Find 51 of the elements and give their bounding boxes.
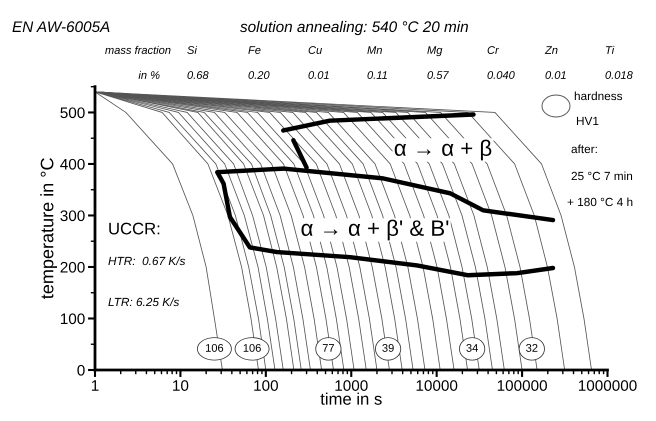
x-tick-label: 10 <box>173 380 188 391</box>
y-tick-label: 200 <box>60 262 85 273</box>
text: 0.01 <box>545 71 566 79</box>
text: Mg <box>427 46 442 56</box>
y-tick-label: 100 <box>60 313 85 324</box>
chart-subtitle: solution annealing: 540 °C 20 min <box>240 20 468 36</box>
x-axis-title: time in s <box>320 392 382 405</box>
x-tick-label: 1000000 <box>578 380 637 391</box>
y-axis-title: temperature in °C <box>40 158 58 299</box>
annotation: 106 <box>206 344 224 352</box>
annotation: 25 °C 7 min <box>572 172 632 180</box>
y-tick-label: 300 <box>60 210 85 222</box>
x-tick-label: 100000 <box>498 380 547 391</box>
text: Mn <box>367 46 382 54</box>
x-tick-label: 10000 <box>416 380 458 391</box>
annotation: α → α + β <box>394 140 492 160</box>
x-tick-label: 100 <box>254 380 278 391</box>
x-tick-label: 1 <box>92 380 99 391</box>
annotation: LTR: 6.25 K/s <box>108 297 180 306</box>
annotation: 39 <box>382 344 394 352</box>
y-tick-label: 500 <box>60 107 85 118</box>
annotation: 34 <box>466 344 478 352</box>
text: 0.040 <box>487 71 515 79</box>
text: in % <box>138 70 160 79</box>
annotation: 77 <box>322 344 334 352</box>
annotation: 106 <box>244 344 261 352</box>
text: 0.20 <box>248 71 270 79</box>
annotation: + 180 °C 4 h <box>568 197 632 206</box>
annotation: HV1 <box>576 116 598 126</box>
text: Fe <box>248 46 261 54</box>
y-tick-label: 400 <box>60 158 85 170</box>
y-tick-label: 0 <box>77 364 85 376</box>
annotation: 32 <box>526 344 538 352</box>
text: Cr <box>488 46 500 54</box>
text: 0.11 <box>367 71 387 79</box>
text: Si <box>187 46 198 54</box>
text: mass fraction <box>105 46 170 54</box>
text: Cu <box>308 46 322 54</box>
text: 0.68 <box>187 71 209 79</box>
annotation: α → α + β' & B' <box>302 220 448 240</box>
x-tick-label: 1000 <box>335 380 368 391</box>
text: 0.57 <box>427 71 449 79</box>
annotation: UCCR: <box>109 222 160 234</box>
annotation: after: <box>572 144 597 154</box>
annotation: HTR: 0.67 K/s <box>108 256 186 266</box>
text: Ti <box>606 46 614 54</box>
text: 0.018 <box>605 71 633 79</box>
chart-title: EN AW-6005A <box>12 21 110 32</box>
annotation: hardness <box>574 92 622 100</box>
text: 0.01 <box>308 71 329 79</box>
text: Zn <box>544 46 558 54</box>
